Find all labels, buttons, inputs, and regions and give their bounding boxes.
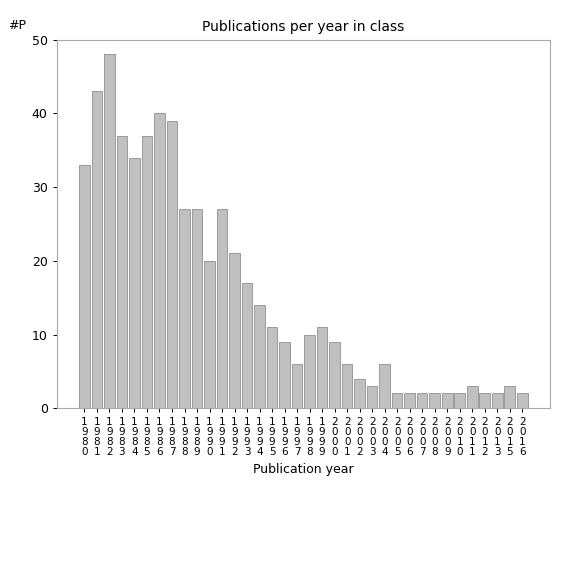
Bar [92, 91, 102, 408]
Bar [505, 386, 515, 408]
Bar [204, 261, 215, 408]
Bar [217, 209, 227, 408]
Bar [254, 305, 265, 408]
Bar [404, 393, 415, 408]
Bar [329, 342, 340, 408]
Bar [280, 342, 290, 408]
Bar [79, 165, 90, 408]
Bar [154, 113, 165, 408]
Bar [229, 253, 240, 408]
Bar [429, 393, 440, 408]
Bar [517, 393, 527, 408]
Bar [392, 393, 403, 408]
Bar [104, 54, 115, 408]
Bar [442, 393, 452, 408]
Y-axis label: #P: #P [9, 19, 26, 32]
Bar [266, 327, 277, 408]
Bar [179, 209, 190, 408]
Bar [192, 209, 202, 408]
Bar [342, 364, 353, 408]
Bar [142, 136, 153, 408]
Bar [167, 121, 177, 408]
Bar [492, 393, 502, 408]
Bar [379, 364, 390, 408]
Bar [354, 379, 365, 408]
Title: Publications per year in class: Publications per year in class [202, 20, 404, 35]
Bar [467, 386, 477, 408]
Bar [292, 364, 302, 408]
Bar [242, 283, 252, 408]
Bar [304, 335, 315, 408]
Bar [367, 386, 378, 408]
Bar [480, 393, 490, 408]
Bar [117, 136, 127, 408]
Bar [317, 327, 327, 408]
Bar [417, 393, 428, 408]
Bar [129, 158, 140, 408]
X-axis label: Publication year: Publication year [253, 463, 354, 476]
Bar [454, 393, 465, 408]
